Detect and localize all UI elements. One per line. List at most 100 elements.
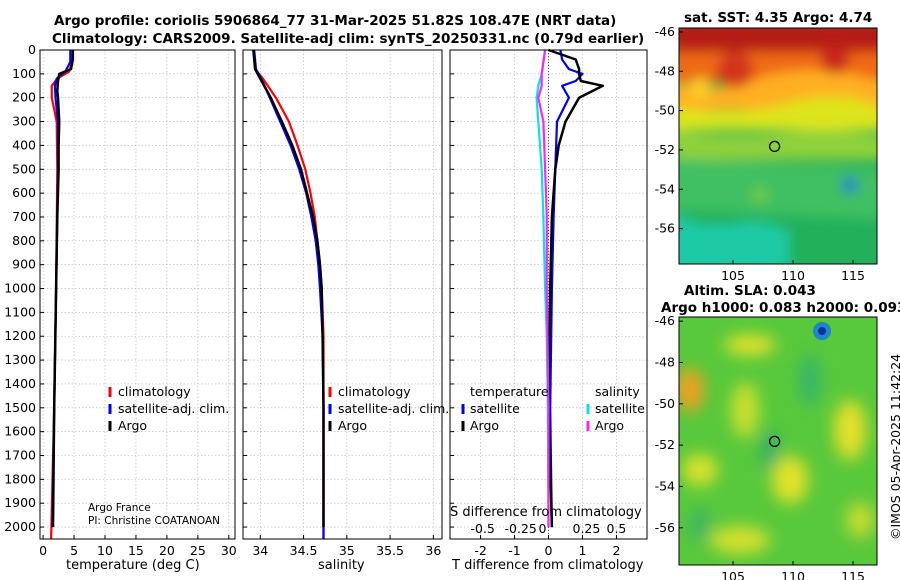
temperature-panel: 0 100 200 300 400 500 600 700 800 900 1000 1100 1200… [4, 42, 237, 558]
y-tick-label: -48 [655, 354, 675, 369]
x-tick-label: 35 [339, 543, 355, 558]
legend-t-argo: Argo [470, 418, 500, 433]
x-tick-label: 105 [721, 569, 745, 580]
y-tick-label: -50 [655, 103, 675, 118]
y-tick-label: 2000 [4, 519, 36, 534]
x-tick-label: 105 [721, 268, 745, 283]
legend-climatology: climatology [118, 384, 191, 399]
x-tick-label: 115 [841, 569, 865, 580]
sst-map-ticks: 105 110 115 -46 -48 -50 -52 -54 -56 [655, 24, 865, 283]
salinity-axis-label: salinity [318, 558, 365, 573]
argo-location-marker [768, 435, 781, 448]
s-difference-tick-label: -0.5 [470, 521, 495, 536]
y-tick-label: 300 [12, 114, 36, 129]
x-tick-label: -1 [508, 543, 520, 558]
sla-map-title: Altim. SLA: 0.043 [684, 283, 816, 299]
x-tick-label: 0 [545, 543, 553, 558]
y-tick-label: -54 [655, 181, 675, 196]
difference-ticks: -2 -1 0 1 2 [450, 49, 620, 558]
credit-line2: PI: Christine COATANOAN [88, 515, 221, 527]
x-tick-label: 20 [159, 543, 175, 558]
y-tick-label: 1600 [4, 424, 36, 439]
y-tick-label: -50 [655, 396, 675, 411]
difference-panel: -2 -1 0 1 2 [449, 48, 648, 558]
s-difference-tick-label: 0.25 [572, 521, 601, 536]
x-tick-label: -2 [474, 543, 486, 558]
x-tick-label: 15 [128, 543, 144, 558]
legend-argo: Argo [338, 418, 368, 433]
x-tick-label: 115 [841, 268, 865, 283]
salinity-lines [252, 49, 325, 539]
salinity-ticks: 34 34.5 35 35.5 36 [243, 49, 441, 558]
temperature-axis-label: temperature (deg C) [66, 558, 200, 573]
y-tick-label: 1100 [4, 304, 36, 319]
series-line-argo [51, 50, 75, 528]
x-tick-label: 34 [252, 543, 268, 558]
series-line-argo-temperature- [547, 48, 605, 528]
s-difference-tick-label: -0.25 [504, 521, 537, 536]
legend-climatology: climatology [338, 384, 411, 399]
s-difference-axis-label: S difference from climatology [450, 505, 642, 520]
figure-title-line1: Argo profile: coriolis 5906864_77 31-Mar… [54, 13, 617, 29]
y-tick-label: 0 [28, 42, 36, 57]
credit-line1: Argo France [88, 502, 151, 514]
y-tick-label: 800 [12, 233, 36, 248]
y-tick-label: -46 [655, 313, 675, 328]
x-tick-label: 10 [97, 543, 113, 558]
series-line-argo [252, 49, 325, 528]
x-tick-label: 30 [221, 543, 237, 558]
y-tick-label: 100 [12, 66, 36, 81]
legend-temperature-heading: temperature [470, 384, 549, 399]
y-tick-label: 200 [12, 90, 36, 105]
difference-lines [535, 48, 605, 528]
x-tick-label: 25 [190, 543, 206, 558]
y-tick-label: 400 [12, 137, 36, 152]
y-tick-label: 1200 [4, 328, 36, 343]
x-tick-label: 110 [781, 569, 805, 580]
y-tick-label: 1900 [4, 495, 36, 510]
salinity-panel: 34 34.5 35 35.5 36 [242, 49, 443, 558]
sla-map-subtitle: Argo h1000: 0.083 h2000: 0.093 [661, 300, 900, 316]
x-tick-label: 1 [578, 543, 586, 558]
y-tick-label: 500 [12, 161, 36, 176]
y-tick-label: 1400 [4, 376, 36, 391]
legend-salinity-heading: salinity [595, 384, 640, 399]
s-difference-tick-label: 0.5 [606, 521, 627, 536]
s-difference-tick-label: 0 [538, 521, 547, 536]
legend-s-argo: Argo [595, 418, 625, 433]
sla-map-ticks: 105 110 115 -46 -48 -50 -52 -54 -56 [655, 313, 865, 580]
y-tick-label: -56 [655, 520, 675, 535]
salinity-grid [243, 49, 442, 539]
legend-satellite-adj: satellite-adj. clim. [338, 401, 450, 416]
figure-title-line2: Climatology: CARS2009. Satellite-adj cli… [52, 31, 645, 47]
y-tick-label: -54 [655, 478, 675, 493]
temperature-grid [40, 49, 235, 539]
x-tick-label: 2 [612, 543, 620, 558]
legend-marks [108, 387, 590, 431]
x-tick-label: 36 [425, 543, 441, 558]
legend-t-satellite: satellite [470, 401, 520, 416]
legend-s-satellite: satellite [595, 401, 645, 416]
x-tick-label: 110 [781, 268, 805, 283]
y-tick-label: -46 [655, 24, 675, 39]
y-tick-label: -52 [655, 142, 675, 157]
y-tick-label: 700 [12, 209, 36, 224]
argo-location-marker [768, 140, 781, 153]
y-tick-label: 1000 [4, 281, 36, 296]
x-tick-label: 5 [70, 543, 78, 558]
series-line-argo-salinity- [537, 49, 550, 528]
y-tick-label: -56 [655, 221, 675, 236]
sst-map: 105 110 115 -46 -48 -50 -52 -54 -56 [655, 24, 878, 283]
y-tick-label: 1500 [4, 400, 36, 415]
y-tick-label: 900 [12, 257, 36, 272]
legend-satellite-adj: satellite-adj. clim. [118, 401, 230, 416]
sla-map: 105 110 115 -46 -48 -50 -52 -54 -56 [655, 313, 878, 580]
y-tick-label: 600 [12, 185, 36, 200]
y-tick-label: 1300 [4, 352, 36, 367]
y-tick-label: -52 [655, 437, 675, 452]
y-tick-label: -48 [655, 63, 675, 78]
sst-map-title: sat. SST: 4.35 Argo: 4.74 [684, 10, 873, 26]
y-tick-label: 1700 [4, 448, 36, 463]
x-tick-label: 35.5 [376, 543, 404, 558]
